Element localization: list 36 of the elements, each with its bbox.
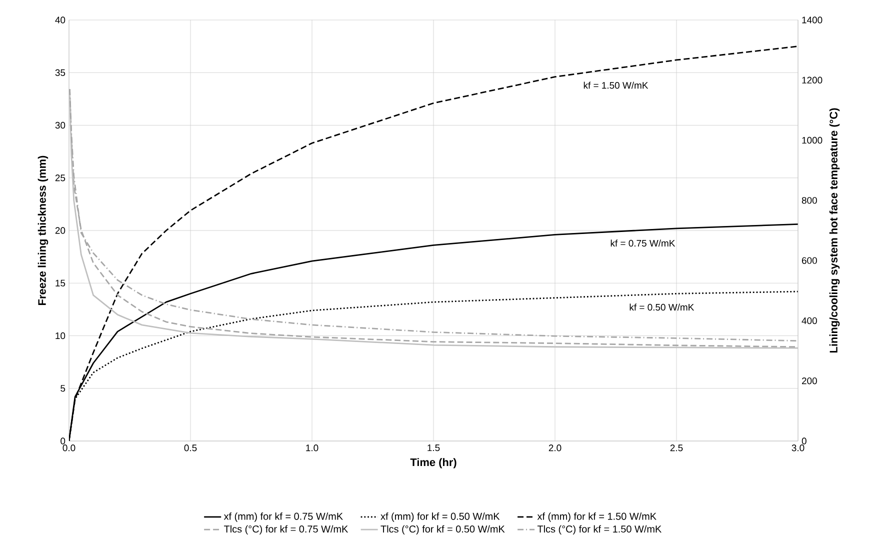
legend-label: xf (mm) for kf = 0.50 W/mK <box>380 512 500 522</box>
y-tick-label: 15 <box>56 280 66 286</box>
legend-label: xf (mm) for kf = 0.75 W/mK <box>224 512 343 522</box>
x-tick-label: 2.5 <box>670 444 683 452</box>
y2-tick-label: 400 <box>802 317 817 324</box>
y2-tick-label: 800 <box>802 197 817 204</box>
y2-tick-label: 200 <box>802 378 817 384</box>
x-tick-label: 1.5 <box>428 444 440 452</box>
y2-tick-label: 1000 <box>802 136 822 144</box>
legend-label: xf (mm) for kf = 1.50 W/mK <box>537 512 656 522</box>
y-tick-label: 20 <box>55 227 66 234</box>
y-tick-label: 25 <box>55 174 66 182</box>
y-tick-label: 10 <box>56 332 66 340</box>
annotation: kf = 0.75 W/mK <box>610 240 676 247</box>
legend-label: Tlcs (°C) for kf = 1.50 W/mK <box>537 525 662 535</box>
y-tick-label: 0 <box>60 438 66 444</box>
x-tick-label: 1.0 <box>306 444 318 452</box>
x-axis-title: Time (hr) <box>410 458 456 468</box>
y-tick-label: 40 <box>55 16 66 24</box>
y2-tick-label: 0 <box>802 438 806 444</box>
y2-tick-label: 1400 <box>802 16 822 24</box>
y2-tick-label: 1200 <box>802 76 822 84</box>
x-tick-label: 0.5 <box>184 444 197 452</box>
annotation: kf = 1.50 W/mK <box>584 82 648 89</box>
legend-label: Tlcs (°C) for kf = 0.50 W/mK <box>380 525 505 535</box>
y2-tick-label: 600 <box>802 257 817 264</box>
x-tick-label: 0.0 <box>62 444 76 452</box>
y-tick-label: 30 <box>55 122 66 129</box>
x-tick-label: 3.0 <box>792 444 804 452</box>
y-tick-label: 35 <box>55 69 66 76</box>
annotation: kf = 0.50 W/mK <box>630 304 694 311</box>
y2-axis-title: Lining/cooling system hot face tempeature (°C) <box>829 108 840 353</box>
x-tick-label: 2.0 <box>548 444 562 452</box>
y-axis-title: Freeze lining thickness (mm) <box>38 156 48 305</box>
legend-label: Tlcs (°C) for kf = 0.75 W/mK <box>224 525 348 535</box>
y-tick-label: 5 <box>60 385 66 392</box>
